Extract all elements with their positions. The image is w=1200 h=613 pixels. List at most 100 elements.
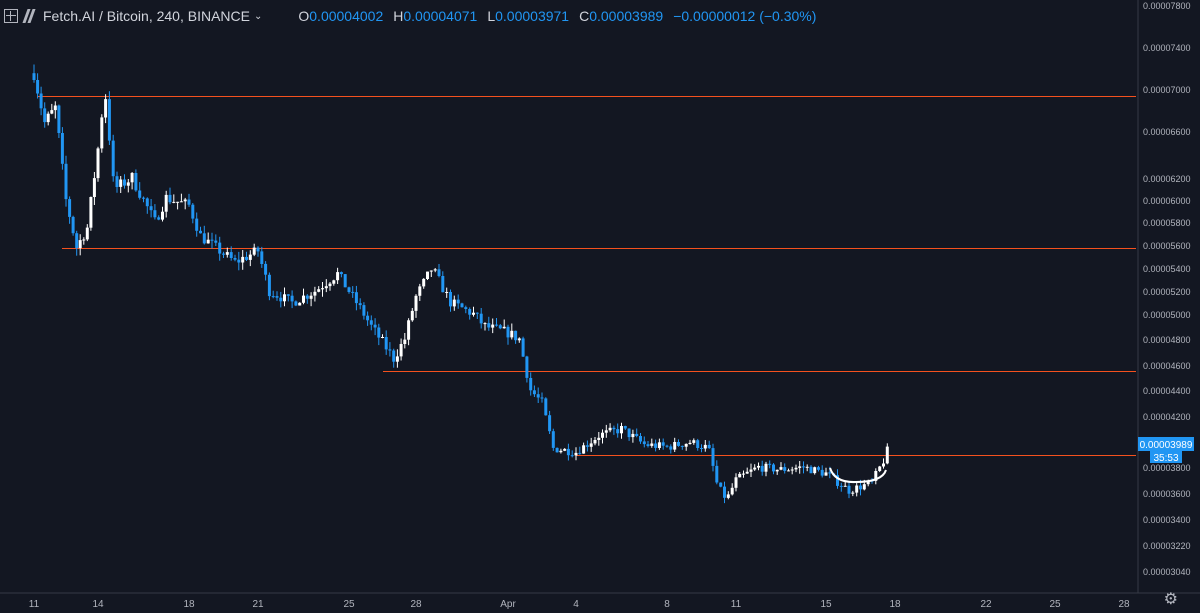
candle-body <box>195 218 199 231</box>
candle-body <box>483 323 487 325</box>
candle-body <box>218 242 222 254</box>
candle-body <box>680 445 684 447</box>
candle-body <box>343 274 347 288</box>
y-tick-label: 0.00006600 <box>1143 127 1191 137</box>
y-tick-label: 0.00006000 <box>1143 196 1191 206</box>
candle-body <box>199 230 202 234</box>
candle-body <box>498 325 502 329</box>
candle-body <box>149 206 153 211</box>
candle-body <box>839 485 843 487</box>
candle-body <box>142 197 145 199</box>
candle-body <box>256 247 260 252</box>
expand-icon[interactable] <box>4 9 18 23</box>
gear-icon[interactable]: ⚙ <box>1163 591 1178 608</box>
candle-body <box>726 494 730 498</box>
high-value: 0.00004071 <box>403 8 478 24</box>
symbol-title[interactable]: Fetch.AI / Bitcoin, 240, BINANCE <box>43 8 250 24</box>
y-tick-label: 0.00003600 <box>1143 489 1191 499</box>
candle-body <box>851 492 855 494</box>
chevron-down-icon[interactable]: ⌄ <box>253 10 263 22</box>
candle-body <box>115 176 119 187</box>
candle-body <box>362 305 366 316</box>
candle-body <box>403 339 407 344</box>
candle-body <box>597 437 601 440</box>
candle-body <box>92 178 96 197</box>
y-tick-label: 0.00005800 <box>1143 218 1191 228</box>
candle-body <box>241 256 245 263</box>
candle-body <box>794 467 798 470</box>
candle-body <box>53 105 57 111</box>
candle-body <box>145 198 149 207</box>
candle-body <box>71 216 75 234</box>
candle-body <box>96 148 100 179</box>
price-axis[interactable] <box>1138 0 1200 613</box>
candle-body <box>237 259 241 263</box>
candle-body <box>157 217 161 220</box>
candle-body <box>414 295 418 311</box>
candle-body <box>388 349 392 351</box>
candle-body <box>302 295 305 303</box>
candle-body <box>161 211 164 220</box>
candle-body <box>123 179 126 186</box>
candle-body <box>544 398 548 416</box>
candle-body <box>449 292 452 307</box>
candle-body <box>206 239 210 244</box>
y-tick-label: 0.00003220 <box>1143 541 1191 551</box>
candle-body <box>813 467 817 474</box>
candle-body <box>130 173 134 183</box>
candle-body <box>627 428 631 438</box>
x-tick-label: 14 <box>92 599 104 610</box>
candle-body <box>332 280 336 284</box>
y-tick-label: 0.00007800 <box>1143 1 1191 11</box>
countdown-tag-label: 35:53 <box>1153 453 1178 464</box>
candle-body <box>286 294 290 296</box>
candle-body <box>700 448 703 449</box>
x-tick-label: 25 <box>343 599 355 610</box>
candle-body <box>677 442 680 446</box>
candle-body <box>639 436 642 442</box>
candle-body <box>377 327 381 338</box>
low-label: L <box>487 8 496 24</box>
candle-body <box>317 289 321 292</box>
candle-body <box>472 312 475 315</box>
candle-body <box>172 201 176 203</box>
candle-body <box>734 477 738 488</box>
x-tick-label: Apr <box>500 599 516 610</box>
candle-body <box>399 344 403 357</box>
last-price-tag-label: 0.00003989 <box>1140 440 1193 451</box>
candle-body <box>536 394 540 398</box>
candle-body <box>566 448 570 456</box>
x-tick-label: 22 <box>980 599 992 610</box>
candle-body <box>711 448 715 466</box>
candle-body <box>696 440 700 448</box>
candle-body <box>126 182 130 186</box>
candle-body <box>608 427 612 431</box>
candle-body <box>859 485 862 490</box>
candle-body <box>631 433 635 438</box>
candle-body <box>283 294 286 302</box>
candle-body <box>475 312 479 314</box>
candle-body <box>441 276 445 293</box>
candle-body <box>707 444 711 449</box>
y-tick-label: 0.00007000 <box>1143 85 1191 95</box>
candle-body <box>862 484 866 490</box>
candle-body <box>790 469 794 471</box>
candle-body <box>464 307 468 309</box>
candle-body <box>313 291 317 296</box>
candle-body <box>510 330 514 338</box>
x-tick-label: 28 <box>1118 599 1130 610</box>
x-tick-label: 18 <box>183 599 195 610</box>
candle-body <box>381 337 384 338</box>
candle-body <box>616 429 620 434</box>
candle-body <box>164 194 168 212</box>
candle-body <box>593 440 597 444</box>
x-tick-label: 4 <box>573 599 579 610</box>
candle-body <box>210 239 214 241</box>
candle-body <box>775 469 779 472</box>
y-tick-label: 0.00004600 <box>1143 361 1191 371</box>
candle-body <box>248 254 252 260</box>
candle-body <box>107 99 111 141</box>
candle-body <box>604 430 608 433</box>
candle-body <box>392 350 396 362</box>
